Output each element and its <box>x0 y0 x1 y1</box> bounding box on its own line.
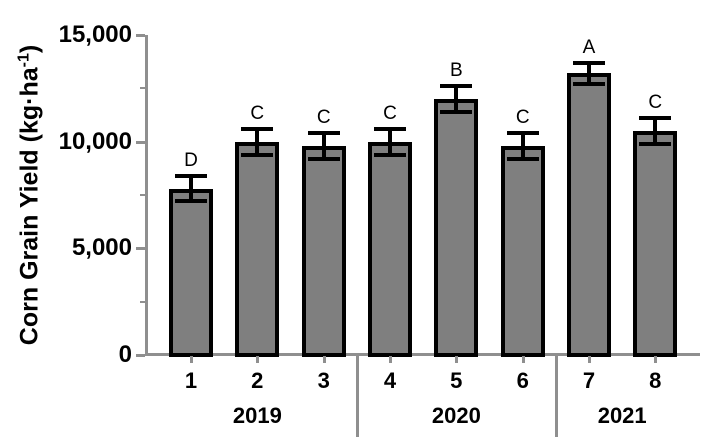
year-label-2019: 2019 <box>232 403 282 428</box>
bar-label-4: 4 <box>383 368 397 393</box>
significance-letter-8: C <box>648 92 663 114</box>
error-bar-cap-top-1 <box>175 173 207 178</box>
error-bar-cap-bottom-2 <box>241 152 274 157</box>
bar-5 <box>434 99 479 357</box>
y-minor-tick-7500 <box>140 194 145 196</box>
bar-label-5: 5 <box>450 368 463 393</box>
bar-label-6: 6 <box>516 368 529 393</box>
group-divider-2 <box>554 356 558 437</box>
error-bar-line-5 <box>454 86 459 112</box>
year-label-2021: 2021 <box>597 403 647 428</box>
significance-letter-7: A <box>582 36 596 58</box>
x-tick-6 <box>521 356 525 363</box>
group-divider-1 <box>355 356 359 437</box>
bar-label-2: 2 <box>251 368 264 393</box>
x-tick-4 <box>389 356 392 363</box>
bar-3 <box>301 145 346 357</box>
y-minor-tick-12500 <box>140 87 145 90</box>
y-tick-label-5000: 5,000 <box>71 234 132 262</box>
bar-7 <box>567 73 611 357</box>
y-tick-label-15000: 15,000 <box>58 21 132 48</box>
error-bar-cap-bottom-5 <box>440 109 473 114</box>
y-minor-tick-2500 <box>140 300 145 303</box>
error-bar-cap-top-7 <box>573 60 605 65</box>
y-tick-15000 <box>136 34 145 37</box>
bar-label-3: 3 <box>317 368 330 393</box>
y-tick-10000 <box>136 140 145 144</box>
error-bar-cap-top-8 <box>639 116 672 121</box>
bar-1 <box>169 188 213 357</box>
bar-2 <box>235 141 280 357</box>
error-bar-cap-top-5 <box>440 84 473 89</box>
x-axis-line <box>145 353 700 356</box>
y-tick-0 <box>136 354 145 357</box>
significance-letter-2: C <box>250 102 265 124</box>
error-bar-cap-bottom-7 <box>573 82 605 87</box>
significance-letter-3: C <box>316 107 331 129</box>
y-tick-label-10000: 10,000 <box>58 127 132 155</box>
bar-label-7: 7 <box>582 368 596 393</box>
error-bar-cap-top-6 <box>506 131 539 136</box>
x-tick-1 <box>190 356 193 363</box>
error-bar-cap-top-4 <box>374 126 406 131</box>
y-axis-line <box>145 35 148 356</box>
x-tick-5 <box>455 356 459 363</box>
y-tick-5000 <box>136 247 145 251</box>
error-bar-line-4 <box>388 128 392 155</box>
error-bar-line-6 <box>520 133 525 159</box>
error-bar-line-7 <box>587 62 591 84</box>
error-bar-cap-top-2 <box>241 126 274 131</box>
bar-8 <box>633 131 678 357</box>
bar-4 <box>368 141 412 357</box>
error-bar-cap-bottom-3 <box>307 156 340 161</box>
error-bar-line-2 <box>255 128 260 155</box>
error-bar-line-8 <box>653 118 658 144</box>
error-bar-cap-bottom-1 <box>175 199 207 204</box>
error-bar-cap-top-3 <box>307 131 340 136</box>
error-bar-cap-bottom-8 <box>639 141 672 146</box>
x-tick-2 <box>256 356 260 363</box>
bar-6 <box>500 145 545 357</box>
x-tick-3 <box>322 356 326 363</box>
error-bar-cap-bottom-4 <box>374 152 406 157</box>
error-bar-line-3 <box>321 133 326 159</box>
x-tick-8 <box>654 356 658 363</box>
error-bar-line-1 <box>189 175 193 202</box>
significance-letter-1: D <box>184 149 198 171</box>
y-tick-label-0: 0 <box>118 341 132 368</box>
x-tick-7 <box>588 356 591 363</box>
significance-letter-6: C <box>515 107 530 129</box>
significance-letter-4: C <box>383 102 397 124</box>
error-bar-cap-bottom-6 <box>506 156 539 161</box>
bar-label-8: 8 <box>649 368 662 393</box>
bar-label-1: 1 <box>184 368 198 393</box>
significance-letter-5: B <box>449 60 463 82</box>
year-label-2020: 2020 <box>431 403 481 428</box>
